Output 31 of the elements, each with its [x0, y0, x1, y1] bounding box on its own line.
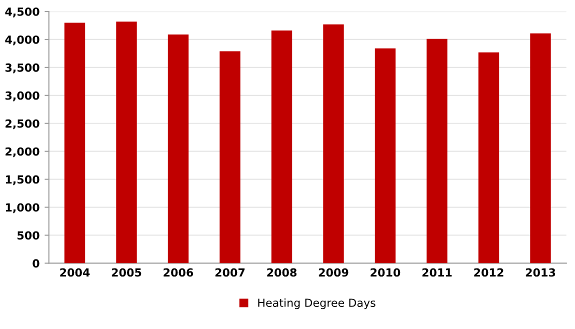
- bar: [426, 38, 448, 264]
- y-tick-label: 500: [18, 231, 40, 240]
- x-tick-label: 2005: [112, 268, 142, 277]
- bar: [271, 30, 292, 264]
- bar: [64, 22, 86, 264]
- bar: [478, 52, 500, 264]
- x-tick-label: 2006: [164, 268, 194, 277]
- x-tick-label: 2010: [370, 268, 400, 277]
- bar: [374, 48, 396, 264]
- x-tick-label: 2012: [474, 268, 504, 277]
- y-tick-label: 4,000: [5, 35, 40, 46]
- y-tick-label: 1,500: [6, 175, 40, 186]
- y-tick-label: 2,000: [6, 147, 40, 158]
- bar: [168, 34, 189, 264]
- bar: [220, 51, 240, 264]
- bar: [530, 33, 551, 264]
- bar: [116, 22, 137, 264]
- bar: [323, 24, 344, 264]
- y-tick-label: 3,500: [5, 63, 40, 74]
- y-tick-label: 0: [32, 259, 40, 268]
- y-tick-label: 4,500: [5, 7, 40, 18]
- x-tick-label: 2009: [318, 268, 348, 277]
- y-tick-label: 1,000: [6, 203, 40, 214]
- legend-label: Heating Degree Days: [258, 298, 376, 310]
- x-tick-label: 2004: [60, 268, 90, 277]
- x-tick-label: 2007: [215, 268, 245, 277]
- x-tick-label: 2011: [422, 268, 452, 277]
- x-tick-label: 2008: [267, 268, 297, 277]
- y-tick-label: 2,500: [6, 119, 40, 130]
- y-tick-label: 3,000: [5, 91, 40, 102]
- x-tick-label: 2013: [526, 268, 556, 277]
